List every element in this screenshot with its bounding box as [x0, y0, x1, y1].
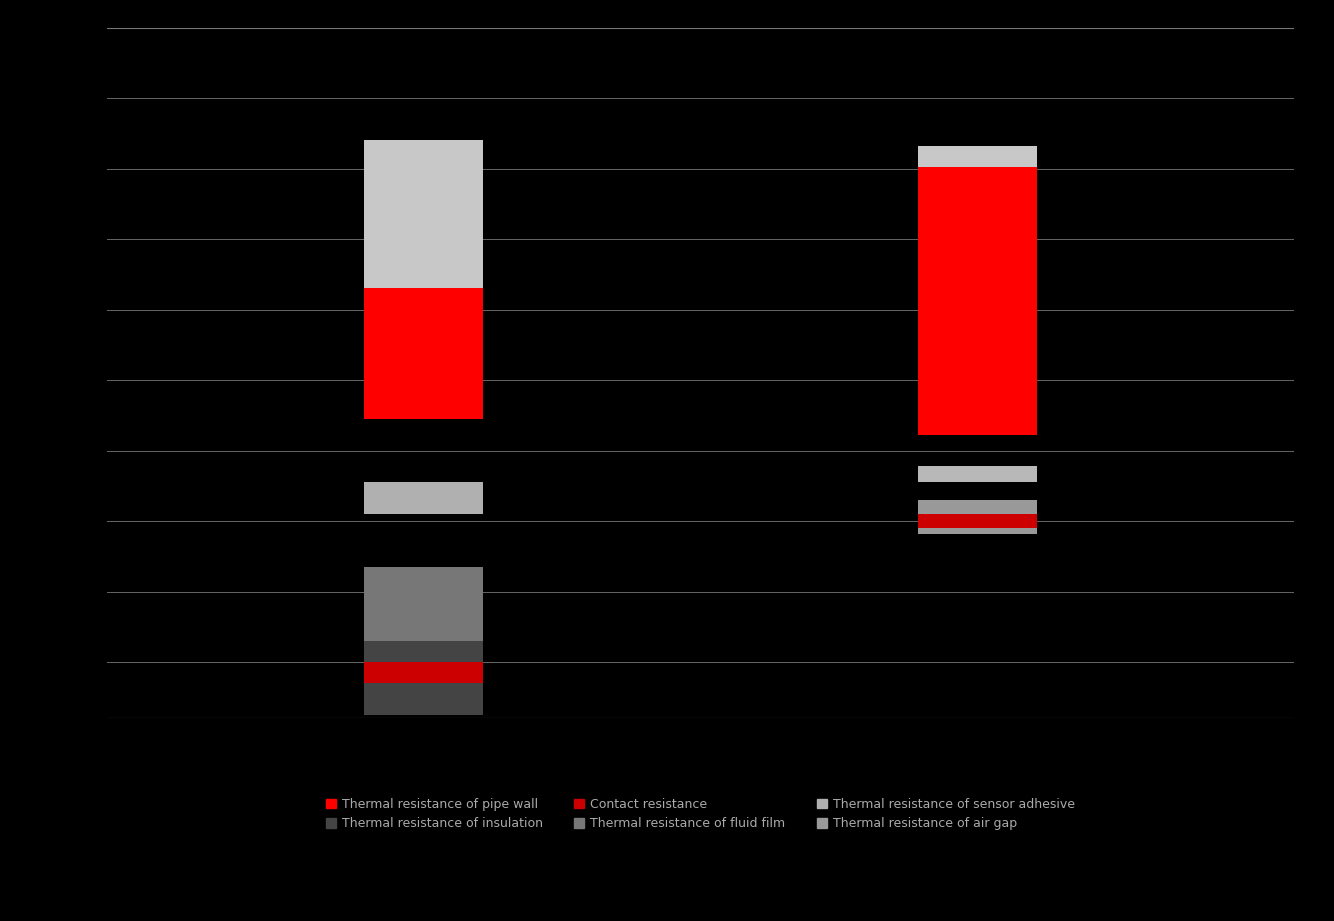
Bar: [918, 168, 1037, 435]
Bar: [364, 140, 483, 288]
Bar: [918, 466, 1037, 482]
Bar: [918, 514, 1037, 528]
Legend: Thermal resistance of pipe wall, Thermal resistance of insulation, Contact resis: Thermal resistance of pipe wall, Thermal…: [319, 792, 1082, 836]
Bar: [364, 288, 483, 419]
Bar: [918, 146, 1037, 168]
Bar: [364, 566, 483, 651]
Bar: [364, 662, 483, 683]
Bar: [364, 641, 483, 715]
Bar: [364, 483, 483, 514]
Bar: [918, 500, 1037, 533]
